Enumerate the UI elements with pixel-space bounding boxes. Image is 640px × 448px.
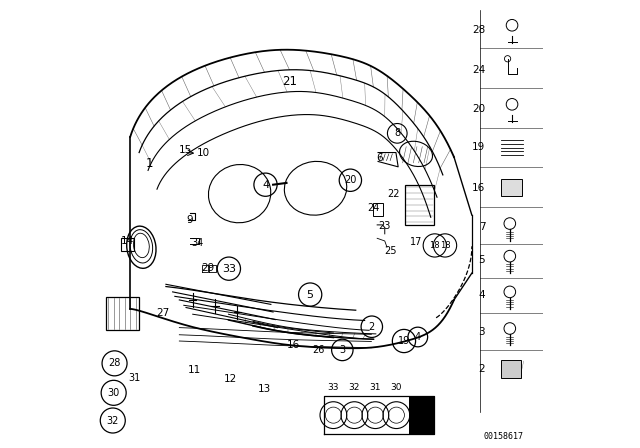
Text: 23: 23 bbox=[379, 221, 391, 231]
Text: 5: 5 bbox=[479, 255, 485, 265]
Text: 4: 4 bbox=[415, 332, 421, 342]
Text: 30: 30 bbox=[390, 383, 402, 392]
Text: 3: 3 bbox=[339, 345, 346, 355]
Text: 27: 27 bbox=[156, 308, 170, 319]
Text: 31: 31 bbox=[129, 373, 141, 383]
Text: 20: 20 bbox=[472, 104, 485, 114]
Text: 2: 2 bbox=[479, 364, 485, 374]
Text: 24: 24 bbox=[472, 65, 485, 75]
Text: 26: 26 bbox=[312, 345, 324, 355]
Text: 18: 18 bbox=[429, 241, 440, 250]
Text: 33: 33 bbox=[328, 383, 339, 392]
Text: 16: 16 bbox=[287, 340, 300, 349]
Text: 24: 24 bbox=[367, 203, 380, 213]
Text: 21: 21 bbox=[282, 74, 297, 88]
Text: 16: 16 bbox=[472, 183, 485, 193]
Text: 18: 18 bbox=[440, 241, 451, 250]
Text: 31: 31 bbox=[370, 383, 381, 392]
Text: 00158617: 00158617 bbox=[483, 431, 523, 441]
Text: 11: 11 bbox=[188, 366, 201, 375]
Text: 12: 12 bbox=[224, 375, 237, 384]
FancyBboxPatch shape bbox=[501, 179, 522, 196]
Text: 28: 28 bbox=[472, 25, 485, 35]
Text: 34: 34 bbox=[191, 238, 204, 248]
Text: 9: 9 bbox=[186, 215, 193, 224]
Polygon shape bbox=[410, 396, 434, 434]
Text: 28: 28 bbox=[108, 358, 121, 368]
Text: 17: 17 bbox=[410, 237, 422, 247]
Text: 5: 5 bbox=[307, 289, 314, 300]
Text: 3: 3 bbox=[479, 327, 485, 337]
Text: 25: 25 bbox=[384, 246, 397, 256]
Text: 20: 20 bbox=[344, 175, 356, 185]
Text: 4: 4 bbox=[262, 180, 269, 190]
Text: 10: 10 bbox=[196, 148, 209, 159]
Text: 32: 32 bbox=[107, 415, 119, 426]
Text: 33: 33 bbox=[222, 264, 236, 274]
Text: 13: 13 bbox=[257, 384, 271, 394]
FancyBboxPatch shape bbox=[501, 360, 521, 378]
Text: 29: 29 bbox=[201, 263, 214, 273]
Text: 30: 30 bbox=[108, 388, 120, 398]
Text: 7: 7 bbox=[479, 222, 485, 232]
Text: 22: 22 bbox=[387, 189, 400, 198]
Text: 2: 2 bbox=[369, 322, 375, 332]
Text: 19: 19 bbox=[398, 336, 410, 346]
Text: 4: 4 bbox=[479, 290, 485, 301]
Text: 19: 19 bbox=[472, 142, 485, 152]
Text: 1: 1 bbox=[146, 157, 153, 170]
Text: 15: 15 bbox=[179, 145, 192, 155]
Text: 6: 6 bbox=[376, 153, 383, 163]
Text: 14: 14 bbox=[120, 236, 134, 246]
Text: 32: 32 bbox=[349, 383, 360, 392]
Text: 8: 8 bbox=[394, 128, 401, 138]
